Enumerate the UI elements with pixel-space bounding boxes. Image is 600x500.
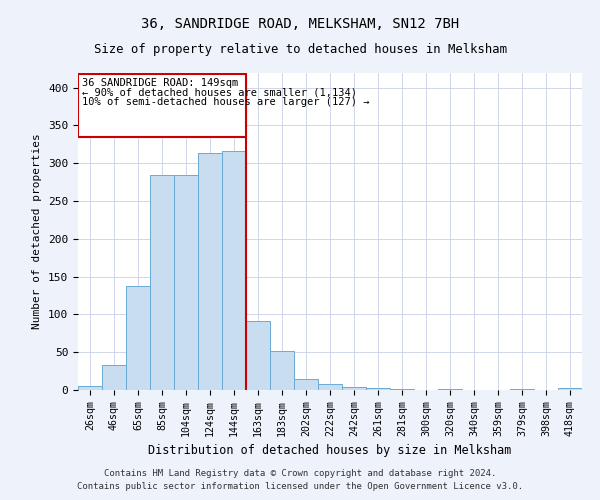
Bar <box>198 154 222 390</box>
Text: Size of property relative to detached houses in Melksham: Size of property relative to detached ho… <box>94 42 506 56</box>
Bar <box>438 389 462 390</box>
Bar <box>270 350 294 390</box>
Bar <box>126 286 150 390</box>
X-axis label: Distribution of detached houses by size in Melksham: Distribution of detached houses by size … <box>148 444 512 457</box>
Bar <box>318 384 342 390</box>
Bar <box>510 389 534 390</box>
Bar <box>150 176 174 390</box>
Y-axis label: Number of detached properties: Number of detached properties <box>32 134 43 329</box>
Bar <box>558 388 582 390</box>
Bar <box>294 378 318 390</box>
Text: 10% of semi-detached houses are larger (127) →: 10% of semi-detached houses are larger (… <box>82 98 369 108</box>
Text: ← 90% of detached houses are smaller (1,134): ← 90% of detached houses are smaller (1,… <box>82 88 356 98</box>
Bar <box>222 151 246 390</box>
Text: 36 SANDRIDGE ROAD: 149sqm: 36 SANDRIDGE ROAD: 149sqm <box>82 78 238 88</box>
Bar <box>390 389 414 390</box>
Bar <box>342 387 366 390</box>
Text: Contains HM Land Registry data © Crown copyright and database right 2024.: Contains HM Land Registry data © Crown c… <box>104 468 496 477</box>
Bar <box>174 176 198 390</box>
Bar <box>246 321 270 390</box>
Text: 36, SANDRIDGE ROAD, MELKSHAM, SN12 7BH: 36, SANDRIDGE ROAD, MELKSHAM, SN12 7BH <box>141 18 459 32</box>
Bar <box>78 386 102 390</box>
Bar <box>366 388 390 390</box>
Text: Contains public sector information licensed under the Open Government Licence v3: Contains public sector information licen… <box>77 482 523 491</box>
Bar <box>102 365 126 390</box>
FancyBboxPatch shape <box>78 74 246 137</box>
